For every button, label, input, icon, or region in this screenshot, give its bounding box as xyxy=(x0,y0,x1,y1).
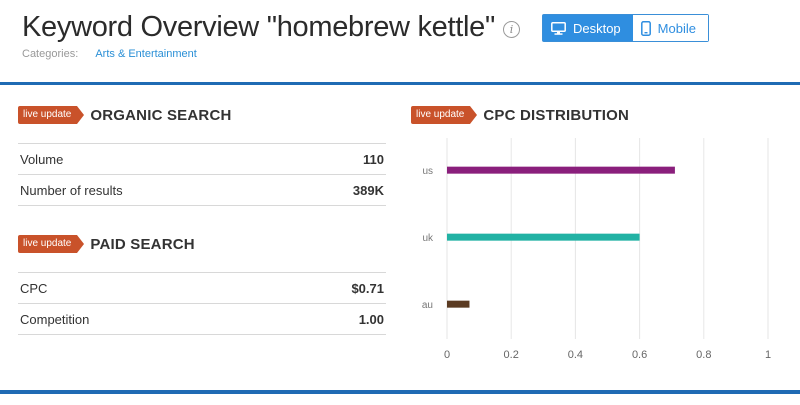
metric-label: Volume xyxy=(20,151,64,167)
live-update-badge: live update xyxy=(18,235,85,253)
cpc-distribution-title: CPC DISTRIBUTION xyxy=(483,106,630,124)
bar-uk[interactable] xyxy=(447,233,640,241)
metric-label: CPC xyxy=(20,280,48,296)
info-icon[interactable]: i xyxy=(502,20,520,38)
paid-search-header: live update PAID SEARCH xyxy=(18,233,386,255)
mobile-icon xyxy=(640,20,651,36)
metric-label: Number of results xyxy=(20,182,123,198)
page-title: Keyword Overview "homebrew kettle" xyxy=(22,10,495,43)
organic-search-title: ORGANIC SEARCH xyxy=(90,106,232,124)
metric-number-of-results: Number of results 389K xyxy=(18,175,386,206)
paid-search-title: PAID SEARCH xyxy=(90,235,195,253)
category-label: au xyxy=(422,300,433,311)
right-panel: live update CPC DISTRIBUTION 0 0.2 0.4 0.6 0… xyxy=(411,104,791,374)
category-link[interactable]: Arts & Entertainment xyxy=(95,48,197,60)
live-update-badge: live update xyxy=(18,106,85,124)
desktop-button[interactable]: Desktop xyxy=(542,15,633,41)
metric-cpc: CPC $0.71 xyxy=(18,273,386,304)
cpc-distribution-chart: 0 0.2 0.4 0.6 0.8 1 us uk au xyxy=(422,138,771,361)
bar-us[interactable] xyxy=(447,166,675,174)
metric-value: 110 xyxy=(363,151,384,167)
desktop-label: Desktop xyxy=(572,20,621,36)
x-tick-label: 0.6 xyxy=(632,349,647,361)
live-update-badge: live update xyxy=(411,106,478,124)
mobile-label: Mobile xyxy=(657,20,696,36)
left-panel: live update ORGANIC SEARCH Volume 110 Nu… xyxy=(18,104,386,335)
metric-value: $0.71 xyxy=(351,280,384,296)
metric-value: 389K xyxy=(352,182,384,198)
x-tick-label: 0 xyxy=(444,349,450,361)
category-label: us xyxy=(422,166,433,177)
header: Keyword Overview "homebrew kettle" i Des… xyxy=(22,6,782,66)
organic-search-header: live update ORGANIC SEARCH xyxy=(18,104,386,126)
mobile-button[interactable]: Mobile xyxy=(632,15,708,41)
bar-au[interactable] xyxy=(447,300,470,308)
x-tick-label: 0.8 xyxy=(696,349,711,361)
section-divider-top xyxy=(0,82,800,85)
metric-value: 1.00 xyxy=(358,311,384,327)
paid-metrics: CPC $0.71 Competition 1.00 xyxy=(18,272,386,335)
metric-volume: Volume 110 xyxy=(18,144,386,175)
x-tick-label: 0.2 xyxy=(504,349,519,361)
categories: Categories: Arts & Entertainment xyxy=(22,48,782,60)
cpc-distribution-header: live update CPC DISTRIBUTION xyxy=(411,104,791,126)
categories-label: Categories: xyxy=(22,48,79,60)
organic-metrics: Volume 110 Number of results 389K xyxy=(18,143,386,206)
device-toggle: Desktop Mobile xyxy=(541,14,709,42)
x-tick-label: 1 xyxy=(765,349,771,361)
x-tick-label: 0.4 xyxy=(568,349,583,361)
desktop-icon xyxy=(551,21,566,35)
section-divider-bottom xyxy=(0,390,800,394)
metric-label: Competition xyxy=(20,311,90,327)
category-label: uk xyxy=(422,233,434,244)
metric-competition: Competition 1.00 xyxy=(18,304,386,335)
